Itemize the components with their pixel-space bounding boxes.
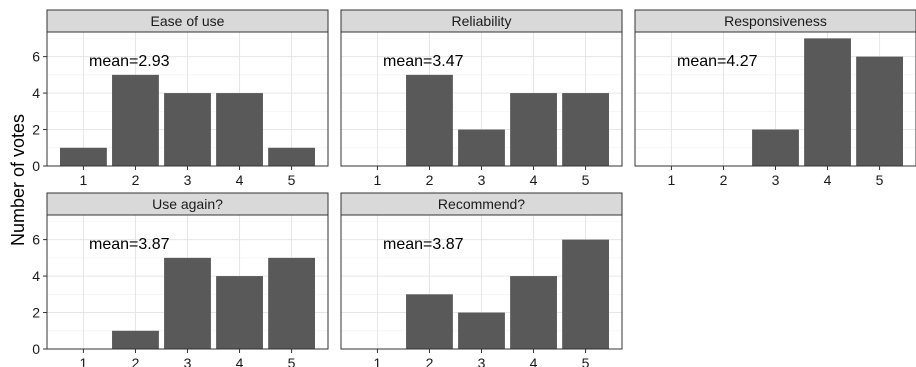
bar [268, 257, 315, 349]
bar [458, 129, 505, 166]
bar [112, 330, 159, 349]
bar [752, 129, 799, 166]
x-tick-label: 2 [132, 172, 140, 188]
panel: Recommend? mean=3.87 1 2 3 4 5 [340, 192, 623, 367]
panel-title: Responsiveness [724, 13, 827, 29]
x-tick-label: 4 [236, 172, 244, 188]
panel: Responsiveness mean=4.27 1 2 3 4 5 [634, 9, 916, 188]
mean-annotation: mean=3.47 [383, 53, 464, 70]
y-tick-label: 2 [32, 122, 40, 138]
x-tick-label: 1 [374, 355, 382, 367]
x-tick-label: 4 [236, 355, 244, 367]
y-tick-label: 0 [32, 158, 40, 174]
panel-title: Ease of use [151, 13, 225, 29]
bar [510, 276, 557, 349]
bar [406, 74, 453, 166]
y-tick-label: 4 [32, 268, 40, 284]
y-tick-label: 2 [32, 305, 40, 321]
mean-annotation: mean=2.93 [89, 53, 170, 70]
x-tick-label: 5 [288, 355, 296, 367]
panels-container: Ease of use mean=2.93 1 2 3 4 5 0 2 4 6 Reliability… [32, 9, 916, 367]
x-tick-label: 3 [478, 355, 486, 367]
y-tick-label: 4 [32, 85, 40, 101]
y-tick-label: 6 [32, 49, 40, 65]
panel: Reliability mean=3.47 1 2 3 4 5 [340, 9, 623, 188]
mean-annotation: mean=3.87 [383, 236, 464, 253]
x-tick-label: 2 [426, 172, 434, 188]
bar [112, 74, 159, 166]
bar [510, 93, 557, 166]
bar [562, 93, 609, 166]
bar [164, 257, 211, 349]
x-tick-label: 3 [478, 172, 486, 188]
x-tick-label: 3 [772, 172, 780, 188]
mean-annotation: mean=3.87 [89, 236, 170, 253]
panel-title: Use again? [152, 196, 223, 212]
bar [268, 147, 315, 166]
bar [216, 93, 263, 166]
y-tick-label: 0 [32, 341, 40, 357]
panel-title: Reliability [452, 13, 512, 29]
bar [216, 276, 263, 349]
x-tick-label: 5 [876, 172, 884, 188]
x-tick-label: 1 [80, 172, 88, 188]
bar [406, 294, 453, 349]
bar [804, 38, 851, 166]
bar [164, 93, 211, 166]
x-tick-label: 4 [530, 172, 538, 188]
x-tick-label: 2 [720, 172, 728, 188]
x-tick-label: 1 [668, 172, 676, 188]
bar [458, 312, 505, 349]
x-tick-label: 4 [824, 172, 832, 188]
panel: Ease of use mean=2.93 1 2 3 4 5 0 2 4 6 [32, 9, 329, 188]
panel: Use again? mean=3.87 1 2 3 4 5 0 2 4 6 [32, 192, 329, 367]
bar [856, 56, 903, 166]
x-tick-label: 5 [288, 172, 296, 188]
x-tick-label: 2 [132, 355, 140, 367]
x-tick-label: 4 [530, 355, 538, 367]
mean-annotation: mean=4.27 [677, 53, 758, 70]
x-tick-label: 5 [582, 172, 590, 188]
panel-title: Recommend? [438, 196, 525, 212]
x-tick-label: 3 [184, 172, 192, 188]
y-tick-label: 6 [32, 232, 40, 248]
x-tick-label: 1 [374, 172, 382, 188]
bar [562, 239, 609, 349]
x-tick-label: 3 [184, 355, 192, 367]
y-axis-label: Number of votes [8, 114, 28, 246]
x-tick-label: 5 [582, 355, 590, 367]
bar [60, 147, 107, 166]
x-tick-label: 2 [426, 355, 434, 367]
x-tick-label: 1 [80, 355, 88, 367]
